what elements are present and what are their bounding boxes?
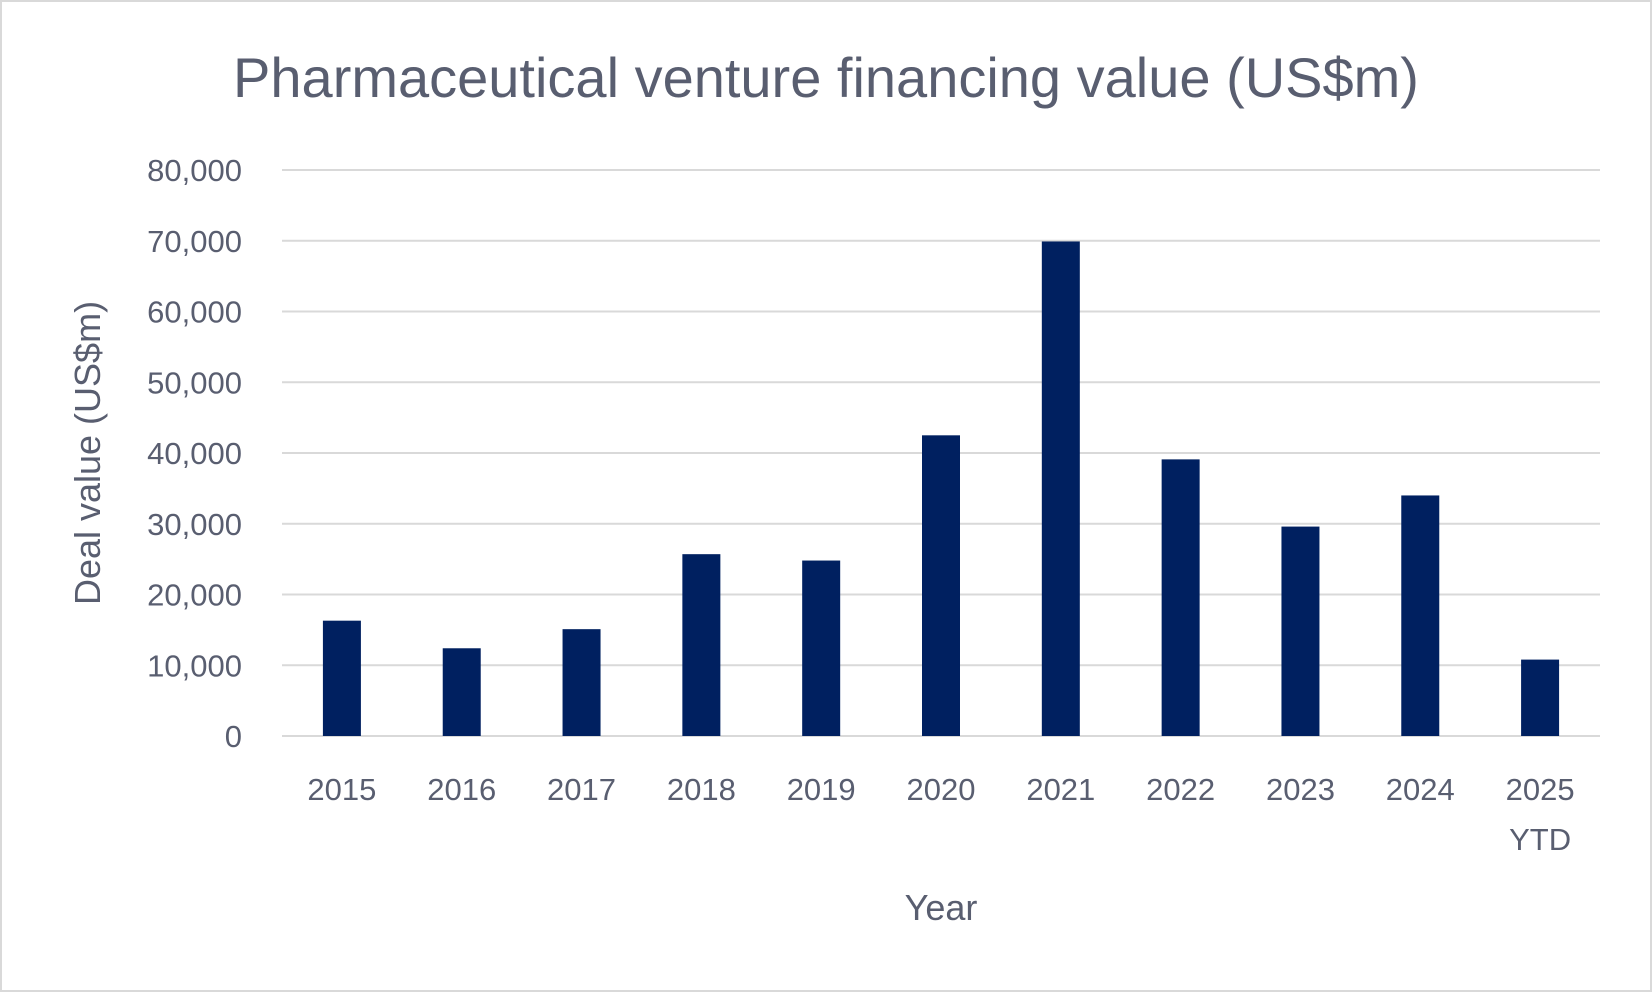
bar-2017 (562, 629, 601, 736)
bar-2021 (1041, 241, 1080, 736)
bar-2025-ytd (1521, 659, 1560, 736)
chart-title: Pharmaceutical venture financing value (… (233, 46, 1419, 109)
x-tick-label: 2022 (1146, 772, 1215, 807)
x-tick-label: 2023 (1266, 772, 1335, 807)
x-tick-label: 2017 (547, 772, 616, 807)
y-tick-label: 40,000 (147, 436, 242, 471)
y-tick-label: 80,000 (147, 153, 242, 188)
y-tick-label: 30,000 (147, 507, 242, 542)
y-tick-label: 10,000 (147, 648, 242, 683)
x-tick-label: 2015 (307, 772, 376, 807)
bar-2018 (682, 554, 721, 736)
y-tick-label: 50,000 (147, 365, 242, 400)
x-tick-label: 2025 YTD (1506, 772, 1575, 857)
y-tick-label: 60,000 (147, 295, 242, 330)
bar-2016 (442, 648, 481, 736)
x-tick-label: 2019 (787, 772, 856, 807)
y-tick-label: 20,000 (147, 578, 242, 613)
y-axis-label: Deal value (US$m) (67, 301, 108, 605)
x-tick-label: 2021 (1026, 772, 1095, 807)
bar-2019 (802, 560, 841, 736)
bar-2023 (1281, 526, 1320, 736)
x-tick-label: 2016 (427, 772, 496, 807)
bar-2022 (1161, 459, 1200, 736)
bar-2020 (922, 435, 960, 736)
y-tick-label: 70,000 (147, 224, 242, 259)
bar-2015 (322, 620, 361, 736)
bar-2024 (1401, 495, 1440, 736)
x-axis-label: Year (905, 887, 978, 928)
x-tick-label: 2018 (667, 772, 736, 807)
x-tick-label: 2024 (1386, 772, 1455, 807)
y-tick-label: 0 (225, 719, 242, 754)
x-tick-label: 2020 (907, 772, 976, 807)
